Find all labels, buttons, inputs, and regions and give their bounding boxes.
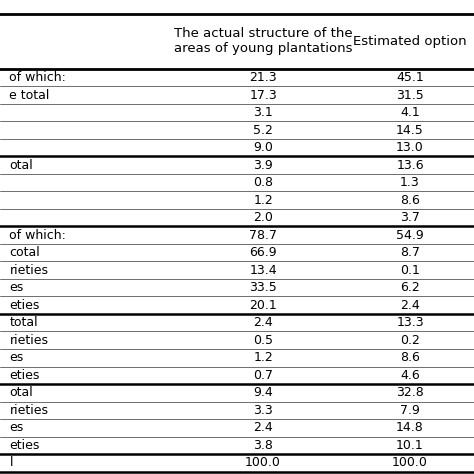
Text: 100.0: 100.0 [245, 456, 281, 469]
Text: rieties: rieties [9, 334, 48, 347]
Text: 2.4: 2.4 [400, 299, 420, 312]
Text: l: l [9, 456, 13, 469]
Text: 6.2: 6.2 [400, 281, 420, 294]
Text: rieties: rieties [9, 264, 48, 277]
Text: 3.8: 3.8 [253, 439, 273, 452]
Text: 54.9: 54.9 [396, 228, 424, 242]
Text: 0.1: 0.1 [400, 264, 420, 277]
Text: 2.0: 2.0 [253, 211, 273, 224]
Text: 3.7: 3.7 [400, 211, 420, 224]
Text: 3.3: 3.3 [253, 404, 273, 417]
Text: 4.1: 4.1 [400, 106, 420, 119]
Text: 0.2: 0.2 [400, 334, 420, 347]
Text: total: total [9, 316, 38, 329]
Text: 20.1: 20.1 [249, 299, 277, 312]
Text: 5.2: 5.2 [253, 124, 273, 137]
Text: 21.3: 21.3 [249, 71, 277, 84]
Text: Estimated option: Estimated option [353, 35, 467, 48]
Text: 9.0: 9.0 [253, 141, 273, 154]
Text: 32.8: 32.8 [396, 386, 424, 399]
Text: 100.0: 100.0 [392, 456, 428, 469]
Text: 4.6: 4.6 [400, 369, 420, 382]
Text: otal: otal [9, 386, 33, 399]
Text: eties: eties [9, 299, 40, 312]
Text: 2.4: 2.4 [253, 421, 273, 434]
Text: 33.5: 33.5 [249, 281, 277, 294]
Text: 0.8: 0.8 [253, 176, 273, 189]
Text: es: es [9, 351, 24, 364]
Text: 1.2: 1.2 [253, 193, 273, 207]
Text: rieties: rieties [9, 404, 48, 417]
Text: eties: eties [9, 369, 40, 382]
Text: 17.3: 17.3 [249, 89, 277, 101]
Text: es: es [9, 281, 24, 294]
Text: 14.8: 14.8 [396, 421, 424, 434]
Text: 1.2: 1.2 [253, 351, 273, 364]
Text: of which:: of which: [9, 71, 66, 84]
Text: 9.4: 9.4 [253, 386, 273, 399]
Text: 0.7: 0.7 [253, 369, 273, 382]
Text: 1.3: 1.3 [400, 176, 420, 189]
Text: 13.6: 13.6 [396, 159, 424, 172]
Text: 45.1: 45.1 [396, 71, 424, 84]
Text: es: es [9, 421, 24, 434]
Text: 31.5: 31.5 [396, 89, 424, 101]
Text: 13.3: 13.3 [396, 316, 424, 329]
Text: 8.6: 8.6 [400, 351, 420, 364]
Text: 8.7: 8.7 [400, 246, 420, 259]
Text: 7.9: 7.9 [400, 404, 420, 417]
Text: 78.7: 78.7 [249, 228, 277, 242]
Text: otal: otal [9, 159, 33, 172]
Text: 3.1: 3.1 [253, 106, 273, 119]
Text: e total: e total [9, 89, 50, 101]
Text: of which:: of which: [9, 228, 66, 242]
Text: 3.9: 3.9 [253, 159, 273, 172]
Text: eties: eties [9, 439, 40, 452]
Text: 0.5: 0.5 [253, 334, 273, 347]
Text: 10.1: 10.1 [396, 439, 424, 452]
Text: 13.0: 13.0 [396, 141, 424, 154]
Text: The actual structure of the
areas of young plantations: The actual structure of the areas of you… [174, 27, 352, 55]
Text: 2.4: 2.4 [253, 316, 273, 329]
Text: 13.4: 13.4 [249, 264, 277, 277]
Text: 14.5: 14.5 [396, 124, 424, 137]
Text: 8.6: 8.6 [400, 193, 420, 207]
Text: cotal: cotal [9, 246, 40, 259]
Text: 66.9: 66.9 [249, 246, 277, 259]
